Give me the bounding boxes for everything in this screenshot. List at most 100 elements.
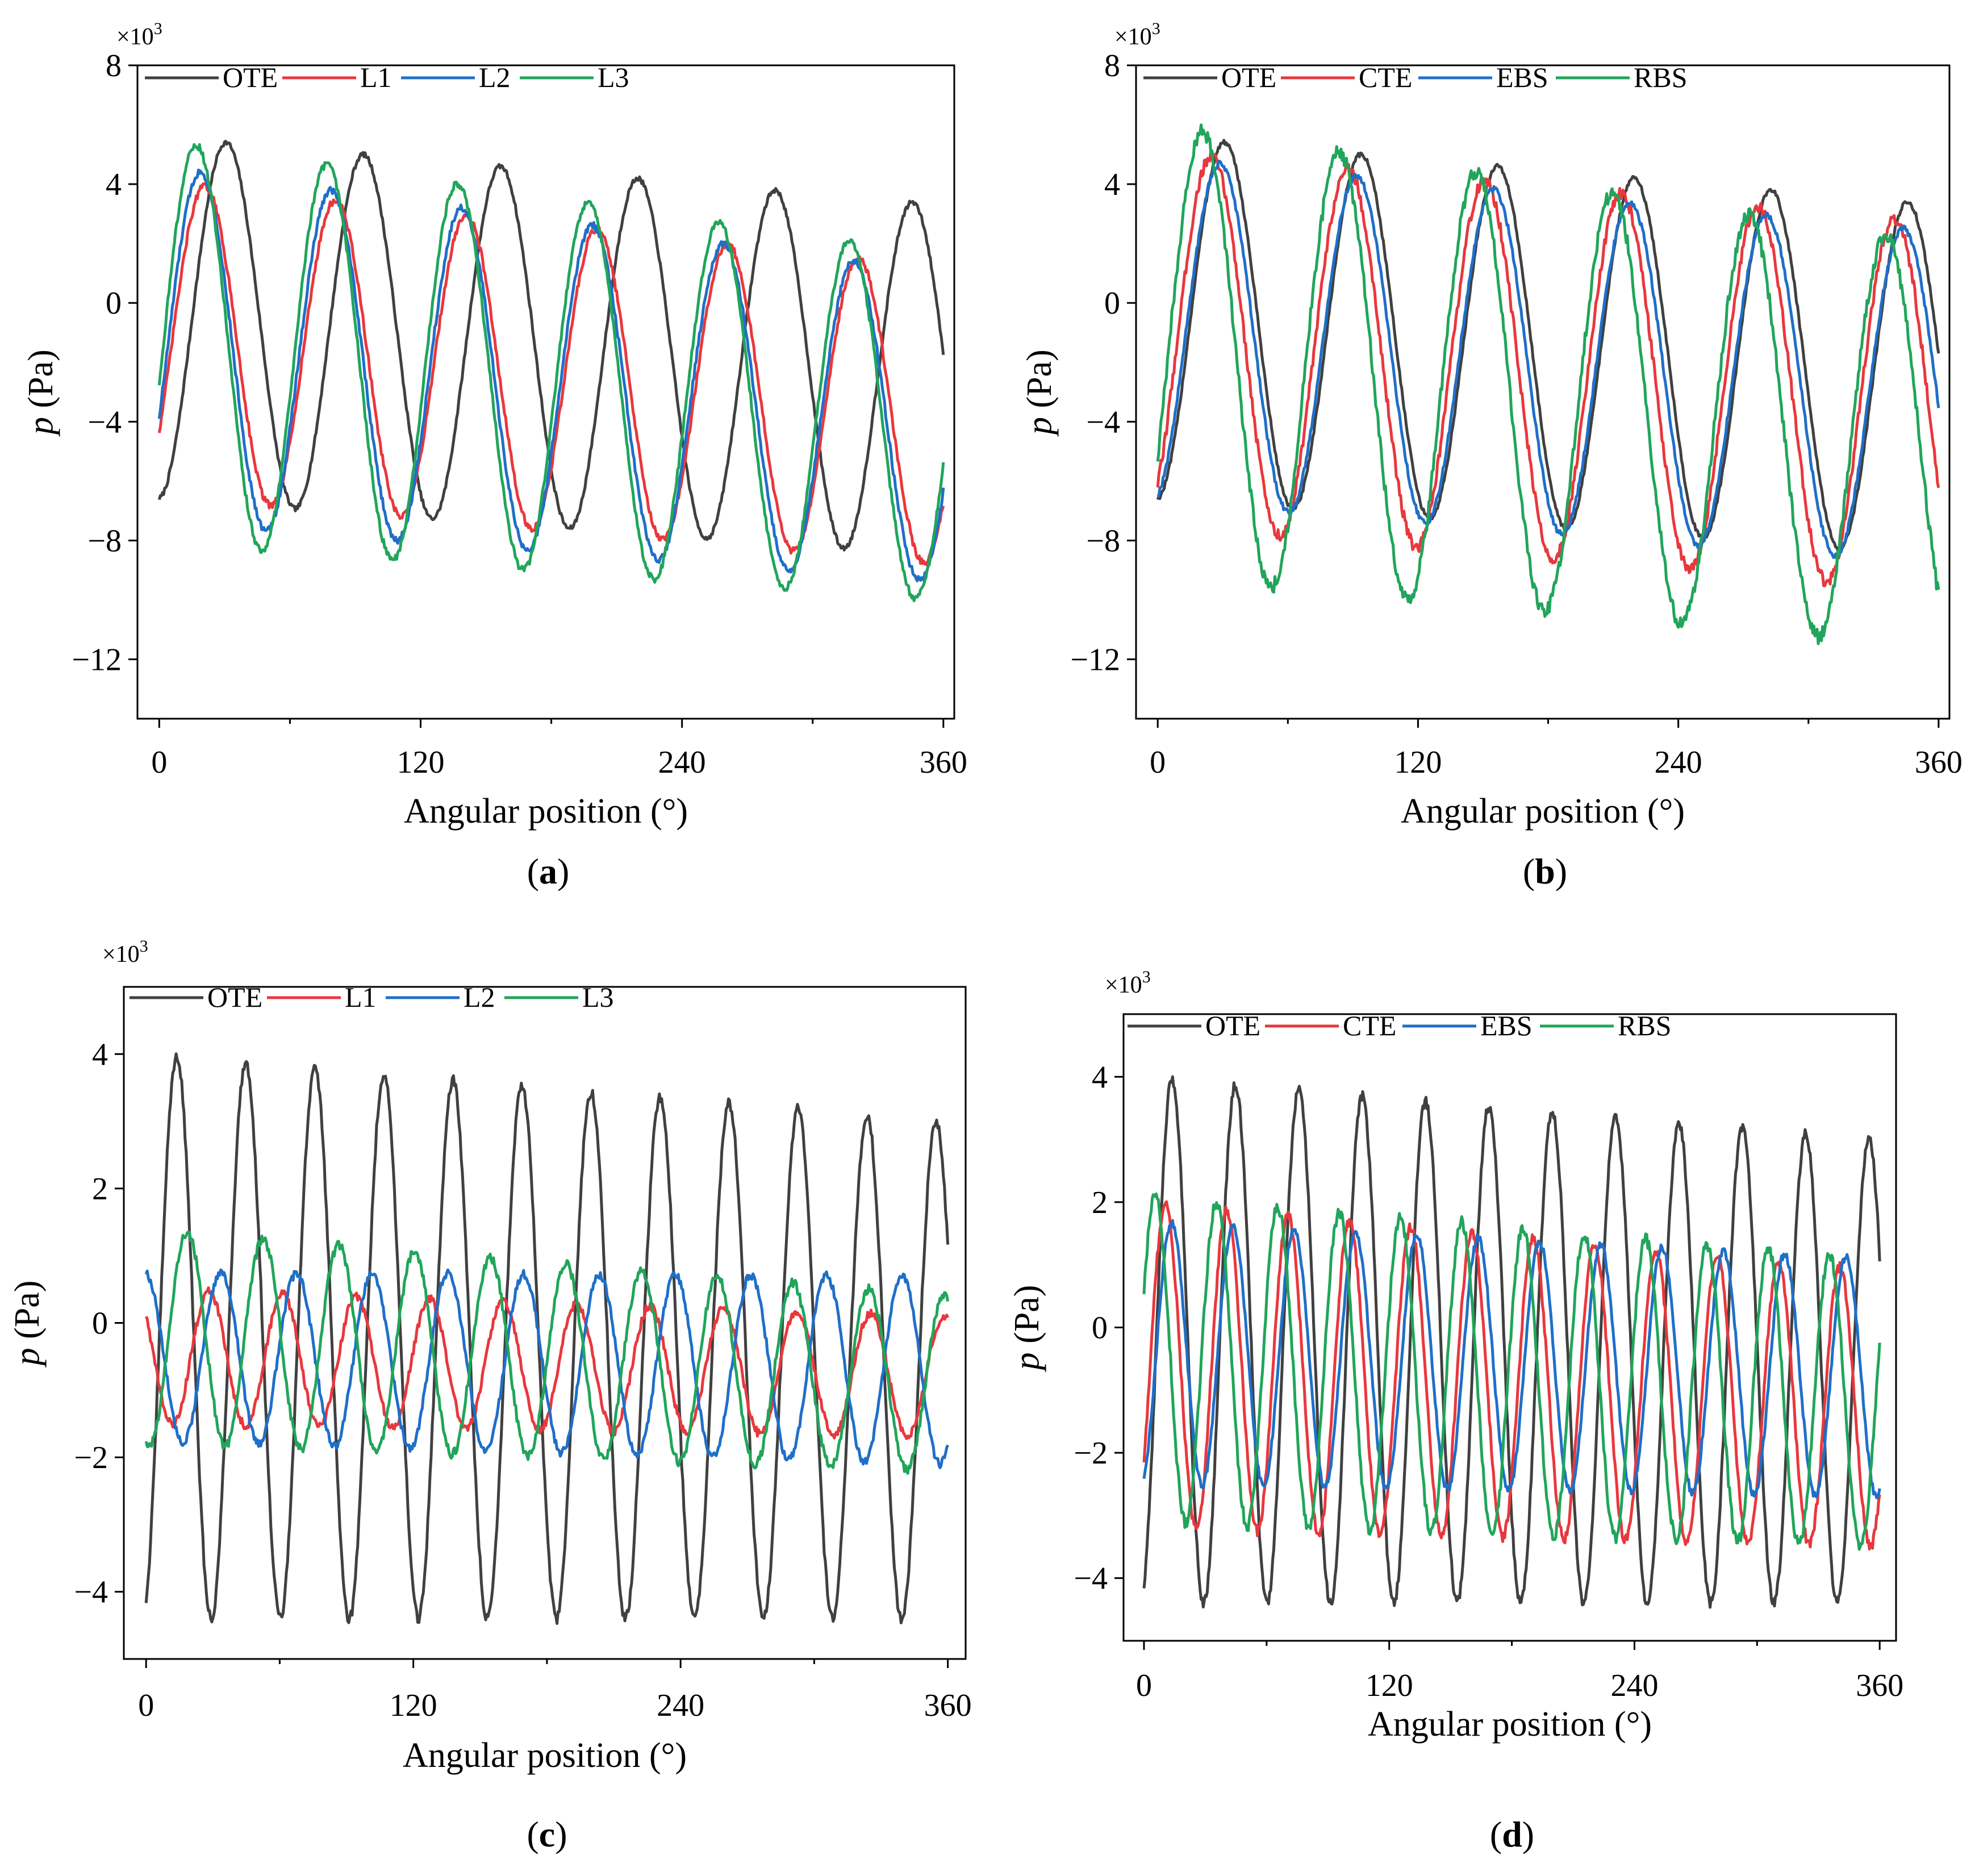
series-line-rbs [1142,1192,1881,1551]
y-axis-unit: (Pa) [22,349,60,417]
y-tick-label: 0 [1104,286,1120,321]
panel-label-part: ( [1523,851,1535,891]
y-axis-symbol: p [22,417,60,437]
series-line-l3 [144,1230,950,1475]
y-tick-label: −12 [1070,642,1120,677]
x-tick-label: 0 [138,1688,154,1723]
panel-label-part: ( [527,1814,538,1854]
y-tick-label: 4 [1104,167,1120,202]
series-line-ebs [1156,160,1940,559]
x-tick-label: 0 [1150,745,1166,780]
series-line-ote [1156,139,1940,552]
y-tick-label: 4 [106,167,122,202]
series-line-l2 [157,168,945,582]
legend-label-ote: OTE [1205,1010,1260,1041]
legend-label-ebs: EBS [1496,61,1548,93]
y-tick-label: −2 [74,1440,108,1475]
series-line-ote [144,1052,950,1625]
panel-label-part: ( [1490,1814,1502,1854]
x-tick-label: 360 [920,745,967,780]
y-tick-label: −4 [74,1575,108,1610]
y-tick-label: 2 [1092,1185,1108,1220]
y-axis-symbol: p [1020,417,1059,437]
panel-label-part: ) [1522,1814,1534,1854]
x-axis-title: Angular position (°) [1368,1705,1652,1744]
panel-label-part: d [1502,1814,1522,1854]
x-tick-label: 240 [658,745,706,780]
y-axis-unit: (Pa) [8,1281,47,1348]
x-axis-title: Angular position (°) [403,1736,687,1775]
panel-b: 0 120 240 360 8 4 0 −4 −8 −12 ×103 p (Pa) Angular po… [1020,19,1963,891]
panel-label-part: c [539,1814,555,1854]
y-tick-label: −2 [1074,1436,1108,1471]
y-tick-label: 0 [106,286,122,321]
panel-label-part: ) [557,851,569,891]
x-tick-label: 120 [390,1688,437,1723]
x-axis-title: Angular position (°) [1401,792,1685,831]
panel-label-part: ) [1555,851,1567,891]
y-tick-label: −4 [1074,1561,1108,1596]
y-axis-unit: (Pa) [1008,1285,1046,1353]
panel-a: 0 120 240 360 8 4 0 −4 −8 −12 ×103 p (Pa) Angular po… [22,19,967,891]
y-tick-label: 8 [106,48,122,84]
x-tick-label: 360 [1915,745,1963,780]
axis-multiplier-exponent: 3 [140,937,148,956]
legend-label-l1: L1 [345,981,377,1013]
x-axis-title: Angular position (°) [404,792,688,831]
x-tick-label: 240 [657,1688,704,1723]
plot-frame [136,64,955,720]
y-tick-label: 4 [92,1037,108,1072]
legend-label-rbs: RBS [1634,61,1688,93]
y-tick-label: −8 [1086,523,1120,558]
series-line-rbs [1156,123,1940,645]
y-axis-symbol: p [1008,1352,1046,1372]
axis-multiplier-exponent: 3 [154,19,162,38]
series-line-l2 [144,1268,949,1469]
y-tick-label: 0 [92,1306,108,1341]
y-axis-title: p (Pa) [8,1281,47,1368]
legend-label-cte: CTE [1359,61,1412,93]
panel-label: (a) [527,851,570,891]
axis-multiplier: ×103 [102,937,148,968]
x-tick-label: 120 [397,745,445,780]
x-tick-label: 0 [151,745,167,780]
legend-label-ebs: EBS [1480,1010,1533,1041]
y-tick-label: −12 [72,642,122,677]
legend-label-ote: OTE [223,61,278,93]
panel-d: 0 120 240 360 4 2 0 −2 −4 ×103 p (Pa) Angular posit… [1008,968,1903,1854]
y-tick-label: 4 [1092,1060,1108,1095]
legend-label-cte: CTE [1343,1010,1396,1041]
legend-label-l2: L2 [479,61,511,93]
x-tick-label: 240 [1610,1668,1658,1703]
series-group [1142,1075,1881,1609]
x-tick-label: 240 [1655,745,1702,780]
legend-label-l1: L1 [360,61,392,93]
legend-label-l3: L3 [582,981,614,1013]
legend-label-rbs: RBS [1618,1010,1672,1041]
plot-frame [1135,64,1951,720]
axis-multiplier-exponent: 3 [1152,19,1160,38]
panel-label-part: ) [555,1814,567,1854]
y-tick-label: 0 [1092,1311,1108,1346]
panel-label-part: ( [527,851,539,891]
x-tick-label: 360 [1856,1668,1903,1703]
series-line-cte [1142,1200,1881,1551]
axis-multiplier-exponent: 3 [1142,968,1151,986]
series-group [1156,123,1940,645]
y-axis-symbol: p [8,1348,47,1368]
series-line-l1 [157,182,945,566]
x-tick-label: 120 [1394,745,1442,780]
series-group [144,1052,950,1625]
y-tick-label: −8 [87,523,122,558]
y-tick-label: −4 [1086,405,1120,440]
x-tick-label: 0 [1136,1668,1152,1703]
y-axis-unit: (Pa) [1020,349,1059,417]
x-tick-label: 120 [1366,1668,1413,1703]
panel-label-part: a [539,851,557,891]
axis-multiplier: ×103 [1114,19,1160,50]
axis-multiplier: ×103 [1105,968,1151,998]
panel-label: (d) [1490,1814,1534,1854]
y-axis-title: p (Pa) [1008,1285,1046,1373]
series-line-l3 [157,143,945,602]
